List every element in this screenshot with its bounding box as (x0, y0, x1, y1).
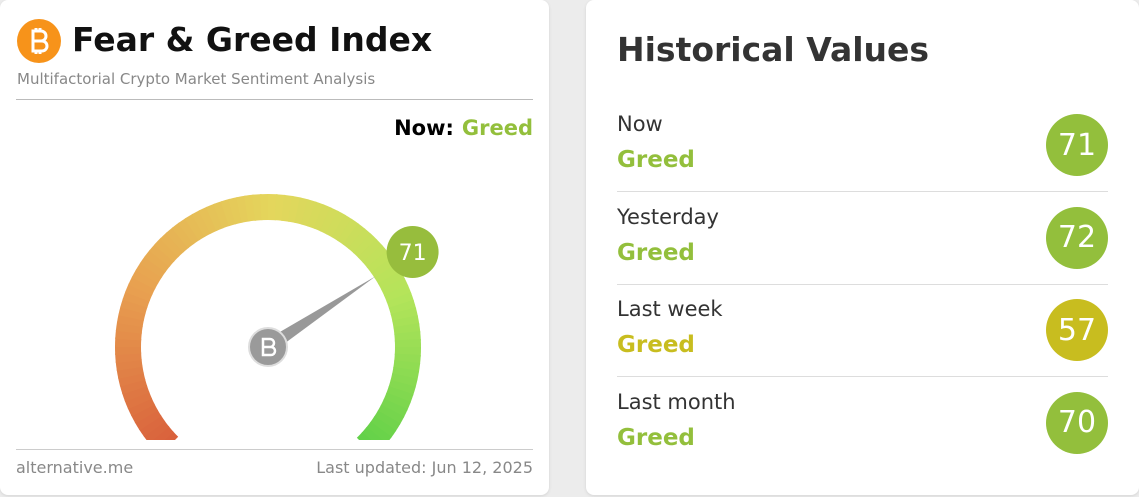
row-value: 71 (1046, 114, 1108, 176)
row-class: Greed (617, 332, 695, 358)
row-class: Greed (617, 239, 695, 266)
row-class: Greed (617, 147, 695, 173)
history-row: Now Greed 71 (617, 99, 1108, 192)
row-label: Now (617, 112, 663, 136)
divider (16, 99, 533, 100)
row-value: 70 (1046, 391, 1108, 454)
value-label: 71 (399, 241, 427, 266)
history-row: Last week Greed 57 (617, 284, 1108, 377)
hub-icon (261, 337, 277, 357)
divider (16, 449, 533, 450)
history-title: Historical Values (617, 30, 930, 69)
title: Fear & Greed Index (72, 20, 433, 59)
needle (264, 276, 376, 353)
row-label: Last week (617, 297, 723, 321)
index-card: Fear & Greed Index Multifactorial Crypto… (0, 0, 549, 495)
bitcoin-logo (17, 19, 61, 63)
row-class: Greed (617, 424, 695, 451)
subtitle: Multifactorial Crypto Market Sentiment A… (17, 70, 376, 88)
now-class: Greed (461, 116, 533, 140)
row-label: Yesterday (617, 204, 719, 229)
updated: Last updated: Jun 12, 2025 (316, 458, 533, 477)
history-card: Historical Values Now Greed 71 Yesterday … (586, 0, 1139, 495)
now-label: Now: (394, 116, 454, 140)
gauge: 71 (114, 194, 439, 440)
value-badge (386, 226, 439, 279)
history-row: Yesterday Greed 72 (617, 192, 1108, 285)
source: alternative.me (16, 458, 134, 477)
history-row: Last month Greed 70 (617, 377, 1108, 469)
row-value: 57 (1046, 299, 1108, 361)
gauge-arc (361, 426, 383, 440)
row-label: Last month (617, 389, 736, 414)
row-value: 72 (1046, 206, 1108, 269)
now-status: Now: Greed (394, 116, 533, 140)
